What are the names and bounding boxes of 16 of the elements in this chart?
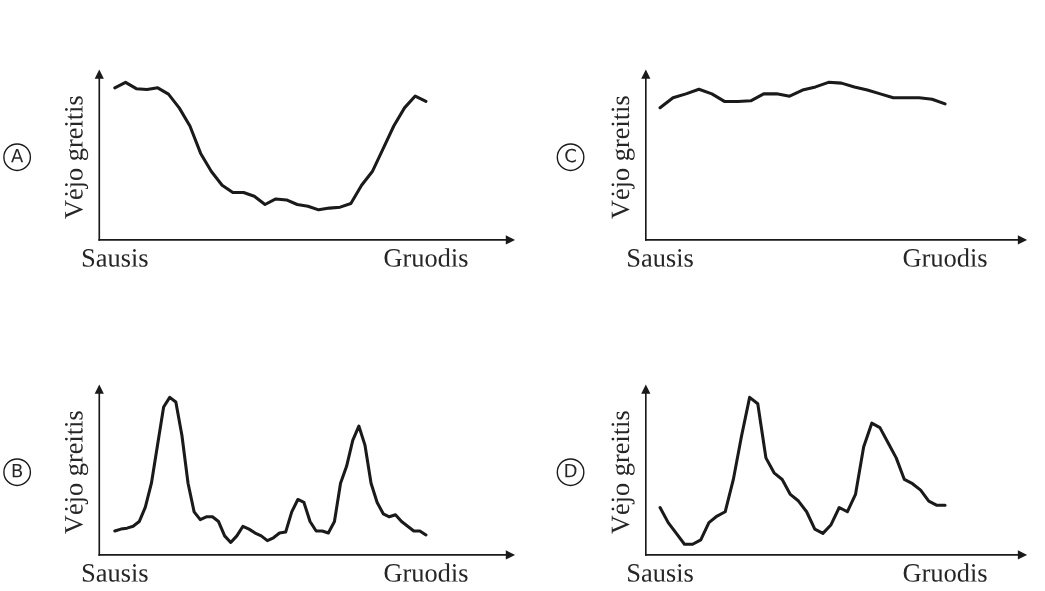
x-tick-label: Sausis (82, 249, 148, 267)
y-axis-title: Vėjo greitis (65, 96, 89, 219)
y-axis-title: Vėjo greitis (65, 411, 89, 534)
x-tick-label: Gruodis (384, 563, 468, 582)
x-tick-label: Sausis (628, 249, 693, 267)
text: C (565, 148, 576, 163)
text: D (565, 464, 577, 478)
x-tick-label: Sausis (628, 564, 693, 582)
x-tick-label: Gruodis (903, 248, 987, 267)
x-tick-label: Sausis (82, 564, 148, 582)
y-axis-title: Vėjo greitis (611, 96, 635, 219)
text: A (11, 149, 24, 163)
x-tick-label: Gruodis (903, 563, 987, 582)
text: B (12, 464, 23, 478)
y-axis-title: Vėjo greitis (611, 411, 635, 534)
x-tick-label: Gruodis (384, 248, 468, 267)
